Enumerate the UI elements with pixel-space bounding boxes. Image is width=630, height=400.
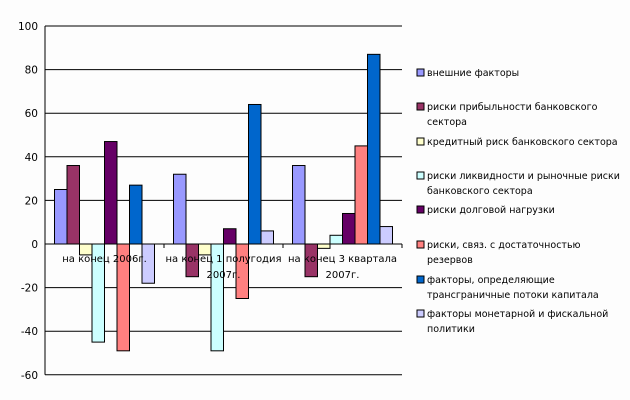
legend-label: внешние факторы bbox=[427, 68, 519, 79]
legend-label: риски ликвидности и рыночные риски bbox=[427, 171, 620, 182]
y-tick-label: 40 bbox=[25, 152, 38, 164]
legend-swatch bbox=[416, 205, 425, 214]
legend-swatch bbox=[416, 68, 425, 77]
x-tick-label: 2007г. bbox=[326, 270, 360, 281]
x-tick-label: на конец 3 квартала bbox=[288, 254, 397, 265]
y-tick-label: -20 bbox=[21, 283, 38, 295]
x-axis-labels: на конец 2006г. на конец 1 полугодия 2007г… bbox=[62, 254, 397, 281]
legend-swatch bbox=[416, 240, 425, 249]
legend-swatch bbox=[416, 309, 425, 318]
bar bbox=[104, 141, 118, 245]
x-tick-label: 2007г. bbox=[207, 270, 241, 281]
bar bbox=[260, 230, 274, 245]
bar bbox=[354, 145, 368, 245]
y-tick-label: 0 bbox=[31, 239, 38, 251]
bar bbox=[292, 165, 306, 245]
y-tick-label: 80 bbox=[25, 65, 38, 77]
legend-label: факторы монетарной и фискальной bbox=[427, 309, 608, 320]
legend-label: факторы, определяющие bbox=[427, 275, 555, 286]
bar bbox=[129, 184, 143, 245]
y-tick-label: -40 bbox=[21, 326, 38, 338]
legend-swatch bbox=[416, 171, 425, 180]
bar bbox=[223, 228, 237, 245]
axes bbox=[44, 26, 403, 375]
y-tick-label: -60 bbox=[21, 370, 38, 382]
legend-label: сектора bbox=[427, 117, 467, 128]
y-tick-label: 20 bbox=[25, 195, 38, 207]
y-tick-label: 60 bbox=[25, 108, 38, 120]
legend-label: резервов bbox=[427, 255, 473, 266]
legend-swatch bbox=[416, 102, 425, 111]
y-axis-ticks: 100 80 60 40 20 0 -20 -40 -60 bbox=[18, 21, 38, 382]
legend: внешние факторы риски прибыльности банков… bbox=[416, 68, 620, 335]
legend-label: банковского сектора bbox=[427, 186, 533, 197]
bar bbox=[317, 243, 331, 249]
x-tick-label: на конец 2006г. bbox=[62, 254, 147, 265]
legend-label: политики bbox=[427, 324, 475, 335]
bar bbox=[329, 234, 343, 245]
y-tick-label: 100 bbox=[18, 21, 38, 33]
bar bbox=[173, 173, 187, 245]
bar bbox=[342, 212, 356, 245]
legend-swatch bbox=[416, 137, 425, 146]
legend-label: кредитный риск банковского сектора bbox=[427, 137, 618, 148]
legend-swatch bbox=[416, 275, 425, 284]
x-tick-label: на конец 1 полугодия bbox=[166, 254, 282, 265]
legend-label: риски, связ. с достаточностью bbox=[427, 240, 581, 251]
legend-label: риски прибыльности банковского bbox=[427, 102, 598, 113]
bar bbox=[379, 226, 393, 245]
bars bbox=[54, 53, 393, 352]
bar bbox=[66, 165, 80, 245]
bar bbox=[248, 103, 262, 245]
bar bbox=[367, 53, 381, 245]
legend-label: трансграничные потоки капитала bbox=[427, 290, 599, 301]
legend-label: риски долговой нагрузки bbox=[427, 205, 555, 216]
bar bbox=[54, 189, 68, 245]
